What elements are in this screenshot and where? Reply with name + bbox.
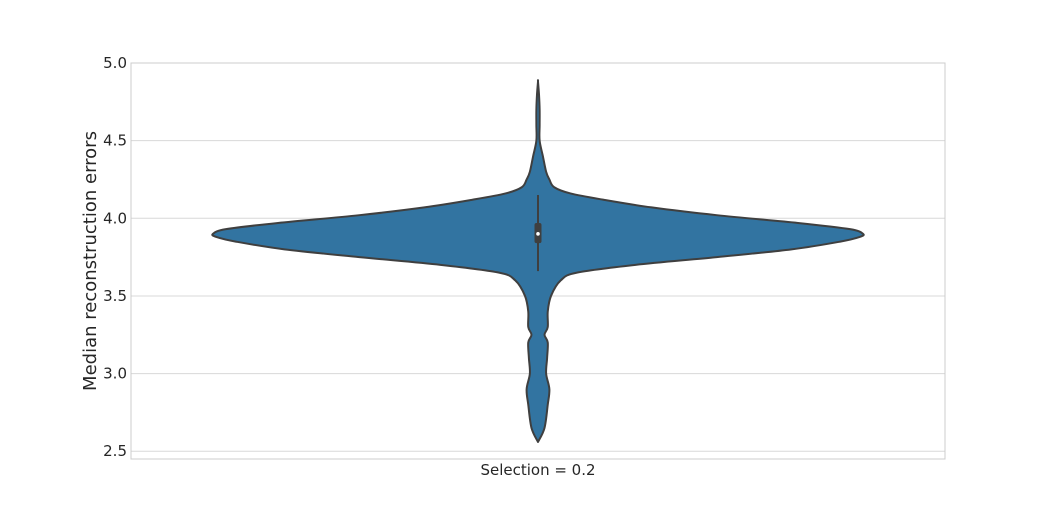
violin-group (211, 79, 865, 443)
plot-frame (130, 62, 946, 460)
y-tick-label: 4.5 (103, 132, 127, 150)
y-tick-label: 4.0 (103, 209, 127, 227)
y-axis-label: Median reconstruction errors (80, 131, 101, 391)
violin-median-marker (536, 232, 540, 236)
y-tick-label: 3.5 (103, 287, 127, 305)
y-tick-label: 3.0 (103, 365, 127, 383)
y-tick-label: 5.0 (103, 54, 127, 72)
y-tick-label: 2.5 (103, 442, 127, 460)
y-tick-labels: 2.5 3.0 3.5 4.0 4.5 5.0 (103, 54, 127, 460)
x-category-label: Selection = 0.2 (480, 461, 595, 479)
